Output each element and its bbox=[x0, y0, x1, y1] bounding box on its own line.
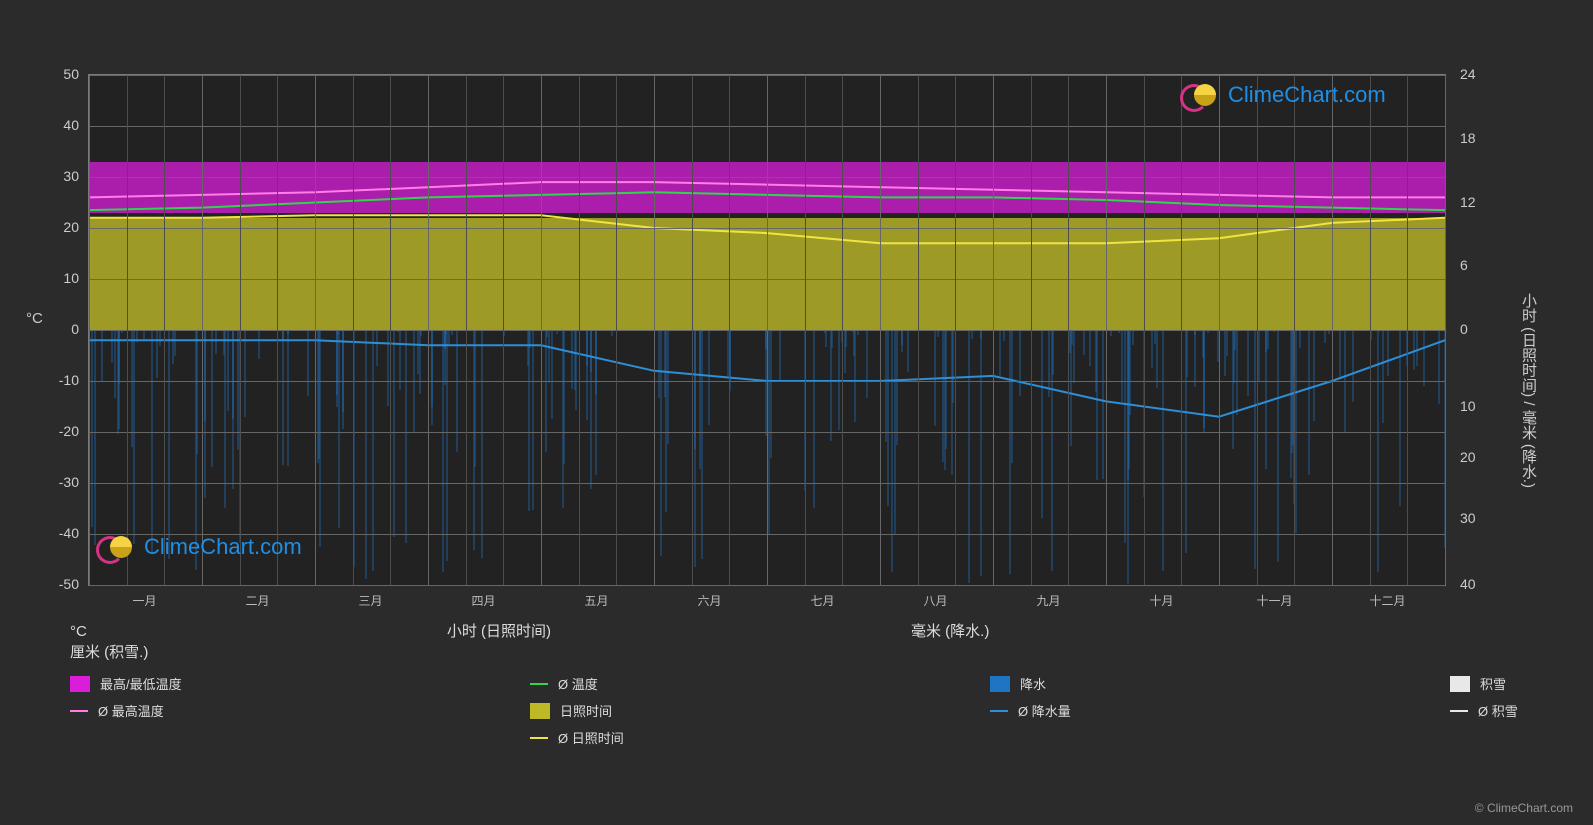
legend-item: 最高/最低温度 bbox=[70, 674, 270, 693]
month-label: 八月 bbox=[923, 592, 947, 609]
ytick-right: 10 bbox=[1460, 398, 1500, 414]
month-label: 十月 bbox=[1149, 592, 1173, 609]
month-label: 七月 bbox=[810, 592, 834, 609]
right-axis-label: 小时 (日照时间) / 毫米 (降水.) bbox=[1518, 200, 1539, 580]
legend-header: 小时 (日照时间) bbox=[447, 620, 551, 641]
legend-swatch bbox=[990, 676, 1010, 692]
legend-label: 降水 bbox=[1020, 674, 1046, 693]
ytick-left: -50 bbox=[39, 576, 79, 592]
legend-row-1: 最高/最低温度 Ø 温度 降水 积雪 bbox=[70, 674, 1514, 693]
watermark: ClimeChart.com bbox=[1180, 82, 1386, 108]
legend-swatch bbox=[1450, 676, 1470, 692]
legend-label: Ø 最高温度 bbox=[98, 701, 164, 720]
legend-headers: °C 小时 (日照时间) 毫米 (降水.) 厘米 (积雪.) bbox=[70, 620, 1514, 662]
legend-item bbox=[70, 728, 270, 747]
logo-icon bbox=[1180, 82, 1220, 108]
ytick-right: 24 bbox=[1460, 66, 1500, 82]
month-label: 一月 bbox=[132, 592, 156, 609]
watermark-text: ClimeChart.com bbox=[1228, 82, 1386, 108]
legend-item: Ø 温度 bbox=[530, 674, 730, 693]
logo-icon bbox=[96, 534, 136, 560]
watermark-text: ClimeChart.com bbox=[144, 534, 302, 560]
ytick-right: 12 bbox=[1460, 194, 1500, 210]
legend-item: Ø 最高温度 bbox=[70, 701, 270, 720]
footer-text: © ClimeChart.com bbox=[1475, 801, 1573, 815]
legend-item: 降水 bbox=[990, 674, 1190, 693]
ytick-right: 0 bbox=[1460, 321, 1500, 337]
legend-label: Ø 降水量 bbox=[1018, 701, 1071, 720]
ytick-right: 20 bbox=[1460, 449, 1500, 465]
legend-item: 日照时间 bbox=[530, 701, 730, 720]
legend-swatch bbox=[530, 737, 548, 739]
plot-area bbox=[88, 74, 1446, 586]
legend-row-2: Ø 最高温度日照时间Ø 降水量Ø 积雪 bbox=[70, 701, 1514, 720]
legend-swatch bbox=[70, 710, 88, 712]
legend-swatch bbox=[990, 710, 1008, 712]
legend-label: Ø 日照时间 bbox=[558, 728, 624, 747]
legend: °C 小时 (日照时间) 毫米 (降水.) 厘米 (积雪.) 最高/最低温度 Ø 温度 降… bbox=[70, 620, 1514, 747]
legend-label: 日照时间 bbox=[560, 701, 612, 720]
legend-header: 毫米 (降水.) bbox=[911, 620, 989, 641]
legend-row-3: Ø 日照时间 bbox=[70, 728, 1514, 747]
ytick-left: 30 bbox=[39, 168, 79, 184]
month-label: 三月 bbox=[358, 592, 382, 609]
ytick-left: 10 bbox=[39, 270, 79, 286]
ytick-right: 6 bbox=[1460, 257, 1500, 273]
legend-header: 厘米 (积雪.) bbox=[70, 641, 148, 662]
ytick-left: -40 bbox=[39, 525, 79, 541]
climate-chart: °C 小时 (日照时间) / 毫米 (降水.) °C 小时 (日照时间) 毫米 (降… bbox=[0, 0, 1593, 825]
legend-label: 积雪 bbox=[1480, 674, 1506, 693]
legend-label: 最高/最低温度 bbox=[100, 674, 182, 693]
ytick-right: 18 bbox=[1460, 130, 1500, 146]
month-label: 六月 bbox=[697, 592, 721, 609]
ytick-left: -20 bbox=[39, 423, 79, 439]
ytick-left: 50 bbox=[39, 66, 79, 82]
ytick-left: 20 bbox=[39, 219, 79, 235]
ytick-right: 30 bbox=[1460, 510, 1500, 526]
watermark: ClimeChart.com bbox=[96, 534, 302, 560]
ytick-left: -30 bbox=[39, 474, 79, 490]
legend-label: Ø 温度 bbox=[558, 674, 598, 693]
legend-item: Ø 积雪 bbox=[1450, 701, 1593, 720]
legend-item: Ø 日照时间 bbox=[530, 728, 730, 747]
legend-item: Ø 降水量 bbox=[990, 701, 1190, 720]
ytick-left: -10 bbox=[39, 372, 79, 388]
legend-label: Ø 积雪 bbox=[1478, 701, 1518, 720]
legend-swatch bbox=[530, 703, 550, 719]
legend-swatch bbox=[70, 676, 90, 692]
month-label: 九月 bbox=[1036, 592, 1060, 609]
ytick-right: 40 bbox=[1460, 576, 1500, 592]
month-label: 二月 bbox=[245, 592, 269, 609]
legend-header: °C bbox=[70, 623, 87, 640]
legend-item: 积雪 bbox=[1450, 674, 1593, 693]
month-label: 十二月 bbox=[1369, 592, 1405, 609]
legend-swatch bbox=[530, 683, 548, 685]
month-label: 十一月 bbox=[1256, 592, 1292, 609]
month-label: 五月 bbox=[584, 592, 608, 609]
ytick-left: 40 bbox=[39, 117, 79, 133]
ytick-left: 0 bbox=[39, 321, 79, 337]
month-label: 四月 bbox=[471, 592, 495, 609]
legend-swatch bbox=[1450, 710, 1468, 712]
